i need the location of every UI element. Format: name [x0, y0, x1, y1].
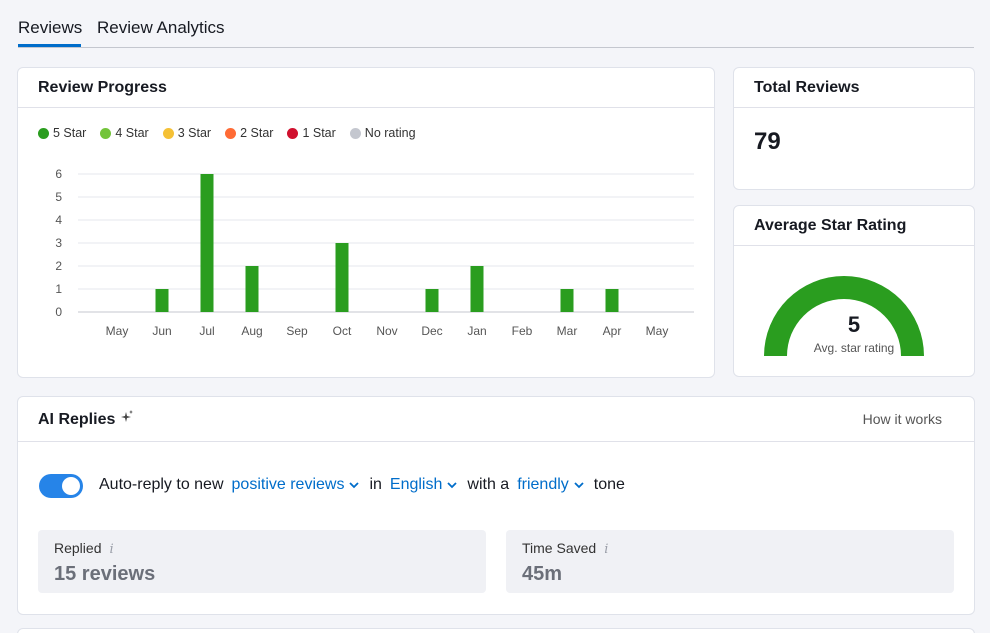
chart-bar[interactable] [605, 289, 619, 312]
info-icon[interactable]: i [604, 542, 609, 557]
replied-value: 15 reviews [54, 563, 156, 585]
total-reviews-card: Total Reviews 79 [733, 67, 975, 190]
x-tick-label: Jun [152, 324, 171, 338]
legend-dot [162, 127, 174, 139]
x-tick-label: Jan [467, 324, 486, 338]
stat-label-text: Replied [54, 540, 102, 556]
x-tick-label: Nov [376, 324, 397, 338]
x-tick-label: Aug [241, 324, 262, 338]
reviews-type-value: positive reviews [231, 476, 345, 493]
ai-replies-title: AI Replies [38, 411, 116, 428]
legend-item-5-star[interactable]: 5 Star [38, 126, 86, 140]
tone-value: friendly [517, 476, 569, 493]
reviews-type-dropdown[interactable]: positive reviews [232, 476, 360, 494]
sparkle-icon [120, 410, 134, 427]
legend-item-4-star[interactable]: 4 Star [100, 126, 149, 140]
chart-bar[interactable] [200, 174, 214, 312]
x-tick-label: May [646, 324, 669, 338]
x-tick-label: Jul [199, 324, 214, 338]
time-saved-label: Time Saved i [522, 540, 608, 557]
chart-bar[interactable] [425, 289, 439, 312]
y-tick-label: 0 [55, 305, 62, 319]
chevron-down-icon [574, 481, 584, 488]
average-rating-card: Average Star Rating 5 Avg. star rating [733, 205, 975, 377]
legend-dot [287, 127, 299, 139]
y-tick-label: 3 [55, 236, 62, 250]
chart-bar[interactable] [335, 243, 349, 312]
info-icon[interactable]: i [109, 542, 114, 557]
chart-bar[interactable] [245, 266, 259, 312]
legend-dot [225, 127, 237, 139]
x-tick-label: Apr [603, 324, 622, 338]
gauge-value: 5 [847, 312, 861, 337]
legend-item-2-star[interactable]: 2 Star [225, 126, 273, 140]
legend-label: 1 Star [302, 126, 336, 140]
gauge-arc [764, 276, 924, 356]
auto-reply-toggle[interactable] [39, 474, 83, 498]
legend-label: No rating [364, 126, 416, 140]
x-tick-label: Mar [557, 324, 578, 338]
active-tab-indicator [18, 44, 81, 47]
y-tick-label: 6 [55, 167, 62, 181]
chevron-down-icon [447, 481, 458, 488]
sentence-text: with a [467, 476, 510, 493]
legend-label: 4 Star [115, 126, 149, 140]
gauge-caption: Avg. star rating [813, 341, 895, 355]
total-reviews-title: Total Reviews [734, 68, 974, 108]
time-saved-value: 45m [522, 563, 563, 585]
how-it-works-link[interactable]: How it works [862, 411, 942, 427]
legend-dot [38, 127, 49, 139]
time-saved-stat: Time Saved i 45m [506, 530, 954, 593]
legend-label: 3 Star [177, 126, 212, 140]
replied-stat: Replied i 15 reviews [38, 530, 486, 593]
total-reviews-value: 79 [754, 128, 781, 155]
replied-label: Replied i [54, 540, 114, 557]
average-rating-title: Average Star Rating [734, 206, 974, 246]
chart-bar[interactable] [560, 289, 574, 312]
x-tick-label: Feb [512, 324, 533, 338]
ai-replies-header: AI Replies How it works [18, 397, 974, 442]
chart-bar[interactable] [155, 289, 169, 312]
sentence-text: Auto-reply to new [99, 476, 224, 493]
legend-dot [100, 127, 112, 139]
x-tick-label: Sep [286, 324, 308, 338]
review-progress-title: Review Progress [18, 68, 714, 108]
chart-bar[interactable] [470, 266, 484, 312]
auto-reply-sentence: Auto-reply to new positive reviews in En… [99, 476, 633, 494]
tab-bar: Reviews Review Analytics [18, 0, 974, 48]
x-tick-label: Dec [421, 324, 442, 338]
sentence-text: in [369, 476, 382, 493]
legend-label: 5 Star [53, 126, 87, 140]
y-tick-label: 1 [55, 282, 62, 296]
rating-gauge [764, 276, 924, 356]
chart-legend: 5 Star 4 Star 3 Star 2 Star 1 Star No ra… [38, 126, 416, 140]
chevron-down-icon [349, 481, 360, 488]
review-progress-card: Review Progress 5 Star 4 Star 3 Star 2 S… [17, 67, 715, 378]
review-progress-chart: 0 1 2 3 4 5 6 May Jun Jul Aug Sep Oct Nov Dec Jan Feb Mar… [55, 167, 694, 338]
tone-dropdown[interactable]: friendly [517, 476, 584, 494]
language-dropdown[interactable]: English [389, 476, 458, 494]
legend-label: 2 Star [240, 126, 274, 140]
tab-review-analytics[interactable]: Review Analytics [97, 18, 225, 37]
legend-item-3-star[interactable]: 3 Star [162, 126, 212, 140]
toggle-knob [62, 477, 80, 495]
legend-item-1-star[interactable]: 1 Star [287, 126, 336, 140]
stat-label-text: Time Saved [522, 540, 597, 556]
language-value: English [389, 476, 443, 493]
next-card-edge [17, 628, 975, 633]
tab-reviews[interactable]: Reviews [18, 18, 83, 37]
y-tick-label: 4 [55, 213, 62, 227]
x-tick-label: May [106, 324, 129, 338]
y-tick-label: 5 [55, 190, 62, 204]
ai-replies-card: AI Replies How it works Auto-reply to ne… [17, 396, 975, 615]
sentence-text: tone [593, 476, 625, 493]
legend-item-no-rating[interactable]: No rating [349, 126, 416, 140]
y-tick-label: 2 [55, 259, 62, 273]
legend-dot [349, 127, 361, 139]
x-tick-label: Oct [333, 324, 352, 338]
